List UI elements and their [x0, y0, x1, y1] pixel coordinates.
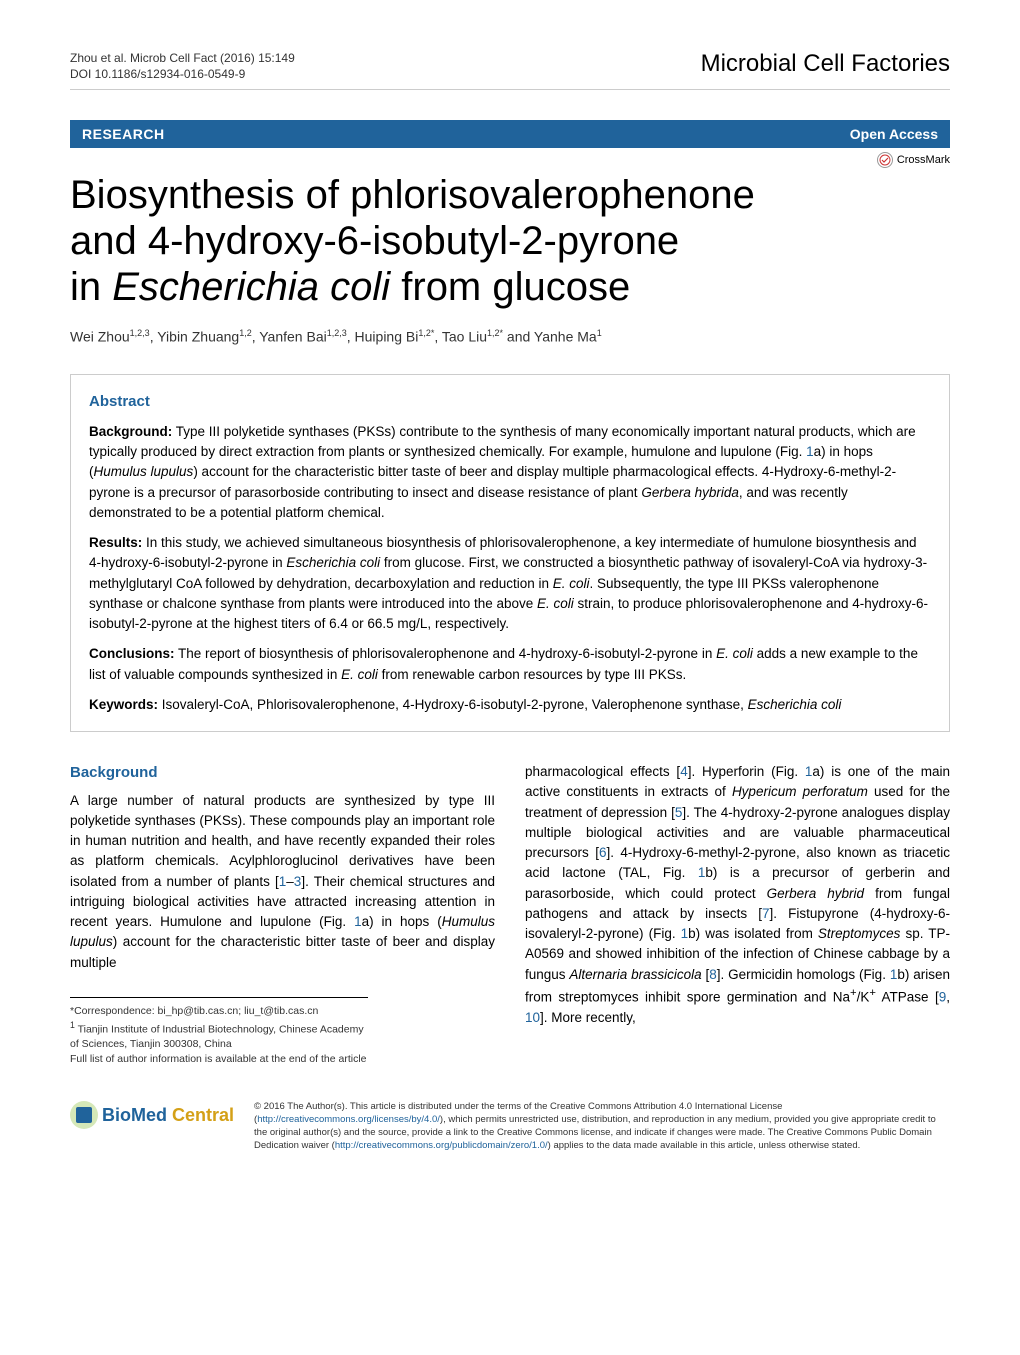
abstract-results-label: Results: [89, 535, 142, 550]
abstract-conclusions: Conclusions: The report of biosynthesis … [89, 644, 931, 685]
keywords-text: Isovaleryl-CoA, Phlorisovalerophenone, 4… [158, 697, 841, 712]
bmc-bio: BioMed [102, 1105, 167, 1125]
background-heading: Background [70, 762, 495, 785]
correspondence-line1: *Correspondence: bi_hp@tib.cas.cn; liu_t… [70, 1004, 368, 1019]
abstract-background-text: Type III polyketide synthases (PKSs) con… [89, 424, 916, 520]
correspondence-block: *Correspondence: bi_hp@tib.cas.cn; liu_t… [70, 997, 368, 1066]
biomed-central-logo[interactable]: BioMed Central [70, 1101, 234, 1129]
crossmark-badge[interactable]: CrossMark [877, 152, 950, 168]
column-left: Background A large number of natural pro… [70, 762, 495, 1066]
journal-name: Microbial Cell Factories [701, 50, 950, 78]
article-title: Biosynthesis of phlorisovalerophenone an… [70, 172, 950, 310]
open-access-label: Open Access [850, 126, 938, 142]
title-line3-italic: Escherichia coli [112, 265, 390, 309]
correspondence-line2: 1 Tianjin Institute of Industrial Biotec… [70, 1019, 368, 1037]
footer: BioMed Central © 2016 The Author(s). Thi… [70, 1101, 950, 1152]
body-columns: Background A large number of natural pro… [70, 762, 950, 1066]
abstract-conclusions-text: The report of biosynthesis of phlorisova… [89, 646, 918, 681]
abstract-keywords: Keywords: Isovaleryl-CoA, Phlorisovalero… [89, 695, 931, 715]
column-left-text: A large number of natural products are s… [70, 791, 495, 973]
license-text: © 2016 The Author(s). This article is di… [254, 1101, 950, 1152]
title-line3-prefix: in [70, 265, 112, 309]
correspondence-line4: Full list of author information is avail… [70, 1052, 368, 1067]
abstract-heading: Abstract [89, 391, 931, 414]
header-bar: Zhou et al. Microb Cell Fact (2016) 15:1… [70, 50, 950, 90]
abstract-conclusions-label: Conclusions: [89, 646, 175, 661]
abstract-box: Abstract Background: Type III polyketide… [70, 374, 950, 732]
bmc-central: Central [167, 1105, 234, 1125]
crossmark-row: CrossMark [70, 152, 950, 168]
correspondence-line3: of Sciences, Tianjin 300308, China [70, 1037, 368, 1052]
bmc-logo-text: BioMed Central [102, 1105, 234, 1126]
research-bar: RESEARCH Open Access [70, 120, 950, 148]
title-line1: Biosynthesis of phlorisovalerophenone [70, 173, 755, 217]
keywords-label: Keywords: [89, 697, 158, 712]
citation-block: Zhou et al. Microb Cell Fact (2016) 15:1… [70, 50, 295, 81]
abstract-background-label: Background: [89, 424, 172, 439]
title-line2: and 4-hydroxy-6-isobutyl-2-pyrone [70, 219, 679, 263]
authors-line: Wei Zhou1,2,3, Yibin Zhuang1,2, Yanfen B… [70, 328, 950, 345]
column-right: pharmacological effects [4]. Hyperforin … [525, 762, 950, 1066]
crossmark-icon [877, 152, 893, 168]
crossmark-label: CrossMark [897, 154, 950, 166]
citation-text: Zhou et al. Microb Cell Fact (2016) 15:1… [70, 50, 295, 67]
doi-text: DOI 10.1186/s12934-016-0549-9 [70, 67, 295, 81]
column-right-text: pharmacological effects [4]. Hyperforin … [525, 762, 950, 1028]
research-label: RESEARCH [82, 126, 165, 142]
bmc-logo-icon [70, 1101, 98, 1129]
abstract-results-text: In this study, we achieved simultaneous … [89, 535, 928, 631]
title-line3-suffix: from glucose [390, 265, 630, 309]
abstract-results: Results: In this study, we achieved simu… [89, 533, 931, 634]
abstract-background: Background: Type III polyketide synthase… [89, 422, 931, 523]
